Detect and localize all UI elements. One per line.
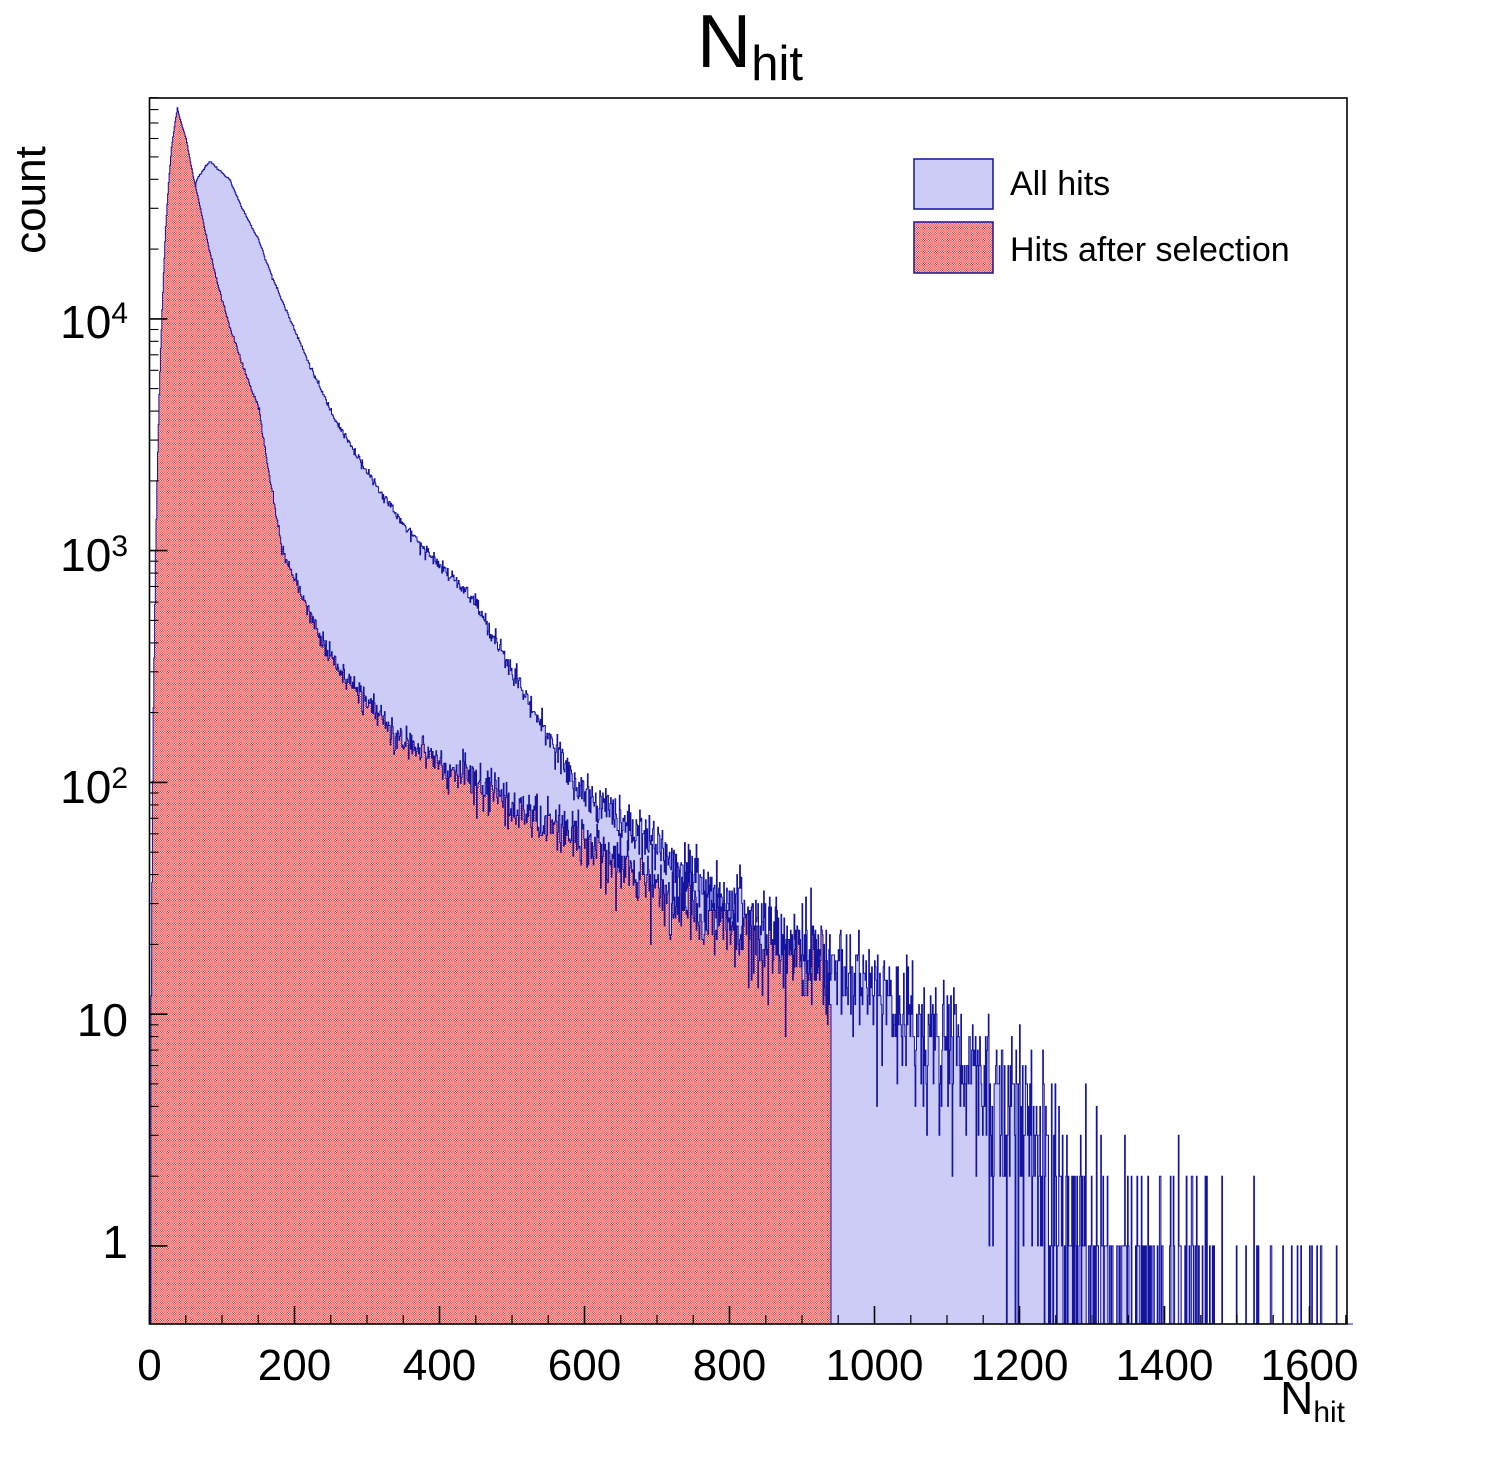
svg-text:1000: 1000 xyxy=(826,1341,924,1390)
svg-text:0: 0 xyxy=(137,1341,161,1390)
svg-text:400: 400 xyxy=(403,1341,476,1390)
svg-text:1400: 1400 xyxy=(1116,1341,1214,1390)
svg-text:count: count xyxy=(6,146,55,254)
svg-text:Nhit: Nhit xyxy=(697,0,803,91)
svg-text:1200: 1200 xyxy=(971,1341,1069,1390)
svg-text:600: 600 xyxy=(548,1341,621,1390)
svg-text:Hits after selection: Hits after selection xyxy=(1010,231,1290,269)
svg-text:102: 102 xyxy=(60,761,128,813)
svg-text:200: 200 xyxy=(258,1341,331,1390)
svg-text:10: 10 xyxy=(77,994,128,1046)
svg-text:103: 103 xyxy=(60,529,128,581)
svg-text:1: 1 xyxy=(102,1216,128,1268)
svg-text:104: 104 xyxy=(60,296,128,348)
svg-text:800: 800 xyxy=(693,1341,766,1390)
svg-text:All hits: All hits xyxy=(1010,165,1110,203)
